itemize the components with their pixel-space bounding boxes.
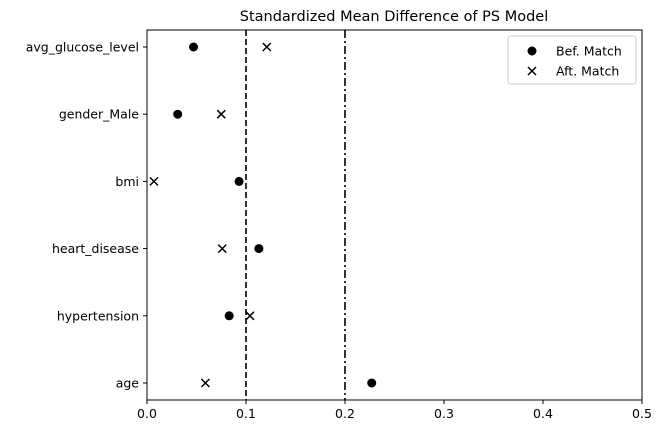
after-match-point	[245, 311, 255, 321]
before-match-point	[367, 378, 377, 388]
plot-area	[149, 30, 377, 400]
y-tick-label: heart_disease	[52, 241, 139, 256]
before-match-point	[189, 42, 199, 52]
legend-box	[507, 35, 637, 85]
y-tick-label: gender_Male	[59, 107, 139, 122]
before-match-point	[173, 109, 183, 119]
legend-label: Bef. Match	[556, 44, 622, 59]
x-tick-label: 0.1	[236, 406, 256, 421]
legend-marker-x	[527, 66, 537, 76]
plot-frame	[146, 29, 643, 401]
y-tick-label: bmi	[115, 174, 139, 189]
legend-label: Aft. Match	[556, 64, 619, 79]
y-tick-label: age	[116, 376, 140, 391]
after-match-point	[216, 109, 226, 119]
y-tick-label: avg_glucose_level	[26, 40, 139, 55]
x-tick-label: 0.3	[434, 406, 454, 421]
after-match-point	[149, 176, 159, 186]
x-tick-label: 0.0	[137, 406, 157, 421]
x-tick-label: 0.2	[335, 406, 355, 421]
after-match-point	[217, 244, 227, 254]
y-tick-label: hypertension	[57, 308, 139, 323]
before-match-point	[234, 176, 244, 186]
x-tick-label: 0.5	[632, 406, 652, 421]
legend: Bef. Match Aft. Match	[507, 35, 637, 85]
after-match-point	[200, 378, 210, 388]
legend-marker-circle	[527, 46, 537, 56]
before-match-point	[224, 311, 234, 321]
x-tick-label: 0.4	[533, 406, 553, 421]
after-match-point	[262, 42, 272, 52]
chart-title: Standardized Mean Difference of PS Model	[240, 9, 549, 25]
before-match-point	[254, 244, 264, 254]
